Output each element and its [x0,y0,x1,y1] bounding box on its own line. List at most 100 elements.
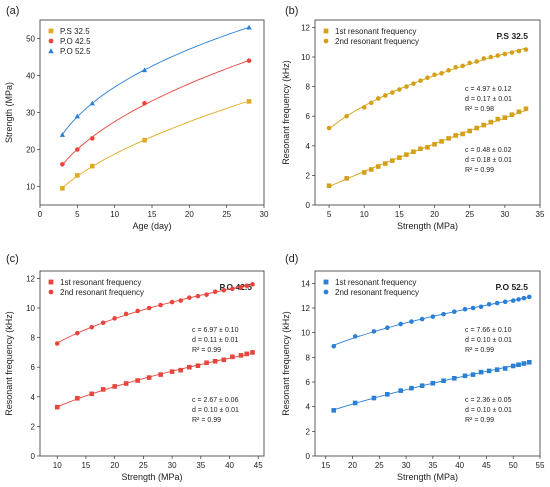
series-2 [54,282,255,346]
data-point [509,50,515,55]
y-tick-label: 10 [26,183,35,192]
x-tick-label: 45 [482,461,491,470]
data-point [75,147,80,152]
x-tick-label: 35 [536,210,545,219]
y-tick-label: 2 [31,422,36,431]
data-point [89,391,94,397]
data-point [385,325,390,331]
legend-label: P.O 42.5 [60,37,91,46]
y-tick-label: 12 [301,304,310,313]
data-point [523,106,529,112]
data-point [390,90,395,95]
annotation-line: c = 6.97 ± 0.10 [192,327,239,334]
legend: P.S 32.5P.O 42.5P.O 52.5 [48,27,91,56]
fit-annotation: c = 2.36 ± 0.05 d = 0.10 ± 0.01 R² = 0.99 [465,397,512,424]
data-point [409,319,414,324]
data-point [478,304,484,310]
fit-line [62,59,250,166]
fit-annotation: c = 2.67 ± 0.06 d = 0.10 ± 0.01 R² = 0.99 [192,397,239,424]
legend-marker [323,28,329,34]
x-tick-label: 40 [455,461,464,470]
fit-annotation: c = 4.97 ± 0.12 d = 0.17 ± 0.01 R² = 0.98 [465,86,512,113]
data-point [344,113,349,119]
chart-panel-3: (c) 10 15 20 25 30 35 40 45 0 2 4 6 8 10 12 Strength (MP… [4,253,265,482]
legend-label: P.S 32.5 [60,27,90,36]
data-point [397,155,402,160]
annotation-line: R² = 0.99 [192,347,221,354]
annotation-line: d = 0.11 ± 0.01 [192,337,238,344]
chart-panel-2: (b) 5 10 15 20 25 30 35 0 2 4 6 8 10 12 Strength (MPa) R… [281,5,545,231]
legend-label: 2nd resonant frequency [60,288,144,297]
data-point [371,395,377,401]
y-axis-label: Resonant frequency (kHz) [281,311,291,416]
y-tick-label: 6 [31,363,36,372]
x-tick-label: 30 [500,210,509,219]
data-point [361,105,367,110]
panel-label: (c) [6,253,19,265]
x-tick-label: 30 [168,461,177,470]
series-2 [331,294,532,349]
data-point [123,381,129,386]
data-point [326,125,332,131]
data-point [439,70,444,76]
data-point [467,128,472,134]
legend-marker [48,279,54,285]
x-tick-label: 15 [81,461,90,470]
annotation-line: R² = 0.99 [465,417,494,424]
data-point [486,302,492,307]
data-point [375,96,381,101]
data-point [510,363,516,369]
data-point [75,330,80,336]
data-point [404,84,409,89]
data-point [409,385,414,391]
panel-title: P.O 42.5 [220,282,253,292]
legend-marker [323,289,329,295]
data-point [390,158,395,163]
data-point [74,113,80,119]
x-tick-label: 25 [139,461,148,470]
data-point [509,112,515,118]
y-tick-label: 4 [306,403,311,412]
data-point [470,305,476,311]
data-point [446,136,451,141]
data-point [89,163,95,169]
data-point [488,54,494,60]
data-point [462,306,468,312]
data-point [54,341,60,346]
annotation-line: c = 2.67 ± 0.06 [192,397,239,404]
data-point [331,408,337,413]
data-point [204,292,209,297]
y-tick-label: 30 [26,109,35,118]
panel-title: P.S 32.5 [496,31,528,41]
data-point [474,59,480,64]
data-point [221,357,227,363]
legend-label: 2nd resonant frequency [335,288,419,297]
annotation-line: d = 0.17 ± 0.01 [465,96,512,103]
data-point [100,320,106,326]
data-point [244,283,250,289]
x-tick-label: 5 [327,210,332,219]
data-point [60,162,65,167]
annotation-line: R² = 0.99 [465,167,494,174]
data-point [344,176,349,181]
y-tick-label: 14 [301,279,310,288]
data-point [521,295,527,301]
data-point [142,137,147,143]
data-point [430,314,436,319]
x-axis-label: Strength (MPa) [397,472,458,482]
data-point [398,388,404,393]
data-point [326,183,332,189]
y-tick-label: 10 [301,53,310,62]
legend-label: P.O 52.5 [60,47,91,56]
x-tick-label: 15 [395,210,404,219]
y-tick-label: 20 [26,146,35,155]
data-point [230,286,235,292]
data-point [404,152,409,157]
data-point [430,380,436,386]
plot-frame [39,270,265,457]
data-point [425,75,430,81]
x-tick-label: 20 [348,461,357,470]
data-point [112,384,117,389]
